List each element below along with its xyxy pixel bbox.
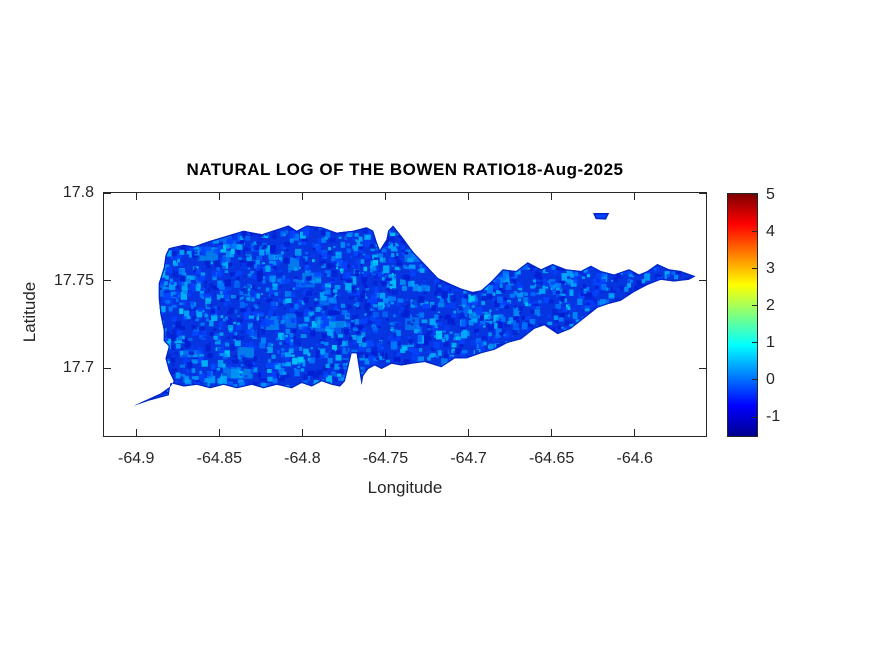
- colorbar[interactable]: [727, 193, 758, 437]
- islet-buck-island: [593, 213, 610, 220]
- x-tick-mark-top: [218, 193, 220, 200]
- island-fill-layer: [133, 213, 696, 406]
- x-tick-mark-top: [384, 193, 386, 200]
- colorbar-tick-label: -1: [766, 408, 781, 425]
- y-tick-mark-right: [699, 367, 706, 369]
- x-axis-label: Longitude: [367, 478, 443, 497]
- colorbar-tick-label: 2: [766, 296, 775, 314]
- x-tick-mark: [218, 429, 220, 436]
- x-tick-mark-top: [135, 193, 137, 200]
- colorbar-tick-label: 1: [766, 333, 775, 351]
- island-map-svg: [133, 213, 696, 406]
- chart-title: NATURAL LOG OF THE BOWEN RATIO18-Aug-202…: [186, 160, 624, 179]
- y-tick-label: 17.7: [62, 359, 94, 377]
- colorbar-tick-mark: [752, 231, 757, 233]
- y-tick-mark: [104, 280, 111, 282]
- x-tick-mark-top: [551, 193, 553, 200]
- y-axis-label: Latitude: [20, 281, 39, 343]
- x-tick-label: -64.65: [528, 450, 575, 467]
- colorbar-tick-label: 4: [766, 222, 775, 240]
- x-tick-label: -64.8: [284, 450, 321, 467]
- y-tick-mark-right: [699, 192, 706, 194]
- x-tick-label: -64.7: [450, 450, 487, 467]
- colorbar-tick-mark: [752, 305, 757, 307]
- x-tick-mark: [135, 429, 137, 436]
- y-tick-mark: [104, 192, 111, 194]
- x-tick-label: -64.85: [196, 450, 242, 467]
- colorbar-tick-mark: [752, 379, 757, 381]
- y-tick-label: 17.75: [53, 271, 94, 289]
- x-tick-mark-top: [301, 193, 303, 200]
- x-tick-mark: [551, 429, 553, 436]
- colorbar-tick-label: 5: [766, 185, 775, 203]
- x-tick-mark: [384, 429, 386, 436]
- x-tick-label: -64.6: [616, 450, 653, 467]
- colorbar-tick-mark: [752, 194, 757, 196]
- y-tick-mark-right: [699, 280, 706, 282]
- x-tick-mark-top: [634, 193, 636, 200]
- x-tick-mark-top: [468, 193, 470, 200]
- colorbar-tick-mark: [752, 268, 757, 270]
- colorbar-tick-mark: [752, 342, 757, 344]
- y-tick-label: 17.8: [62, 184, 94, 202]
- x-tick-mark: [301, 429, 303, 436]
- x-tick-mark: [634, 429, 636, 436]
- colorbar-tick-label: 0: [766, 370, 775, 388]
- colorbar-tick-label: 3: [766, 259, 775, 277]
- plot-area[interactable]: [103, 192, 707, 437]
- y-tick-mark: [104, 367, 111, 369]
- x-tick-mark: [468, 429, 470, 436]
- x-tick-label: -64.75: [362, 450, 409, 467]
- x-tick-label: -64.9: [117, 450, 155, 467]
- colorbar-tick-mark: [752, 416, 757, 418]
